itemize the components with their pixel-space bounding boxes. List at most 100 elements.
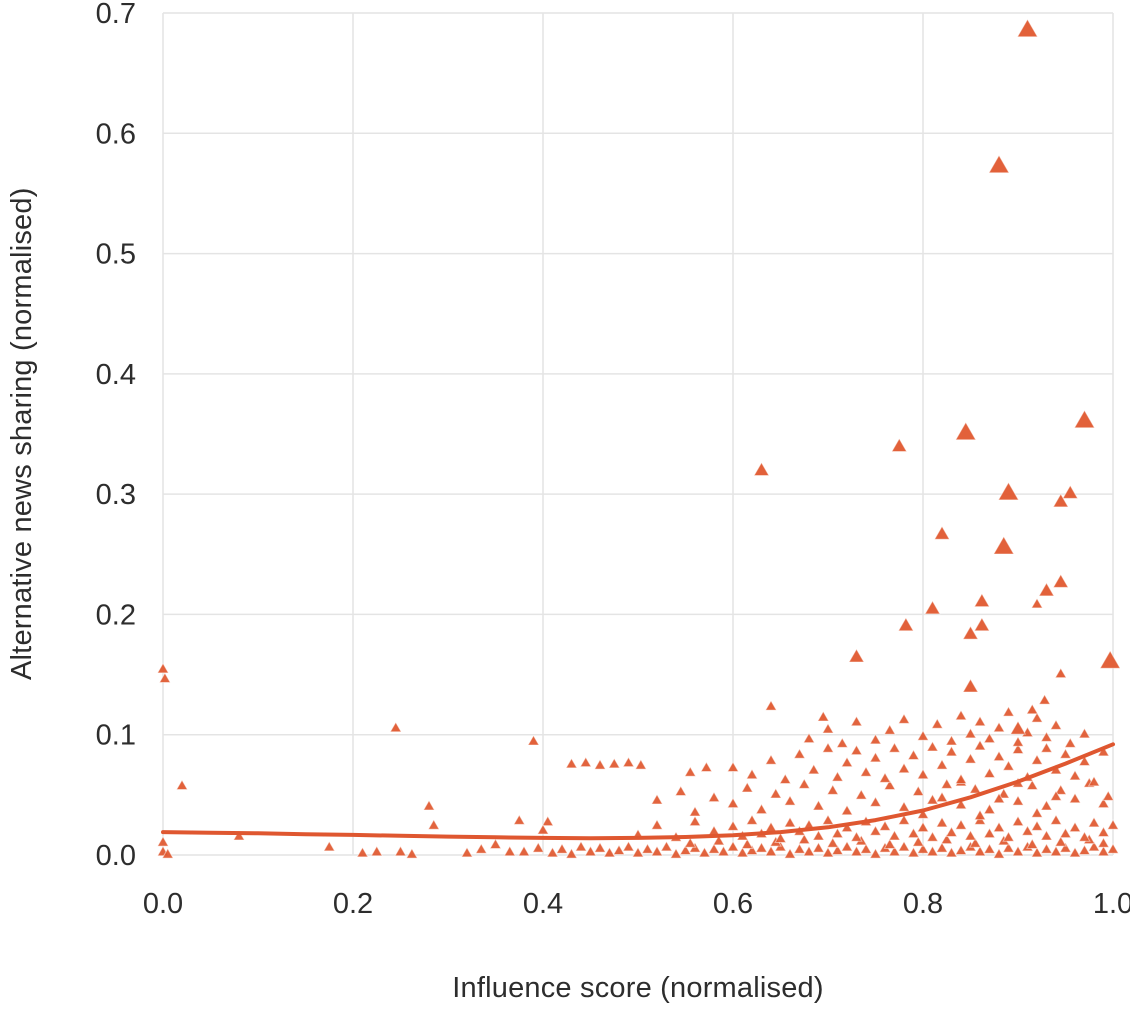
scatter-point — [726, 840, 740, 852]
scatter-point — [1102, 790, 1115, 801]
scatter-point — [546, 846, 559, 858]
scatter-point — [1002, 841, 1015, 853]
scatter-point — [158, 672, 172, 683]
scatter-point — [916, 729, 930, 741]
scatter-point — [869, 796, 882, 807]
scatter-point — [674, 785, 687, 797]
scatter-point — [161, 847, 174, 859]
scatter-point — [931, 717, 944, 729]
scatter-point — [741, 838, 754, 849]
scatter-point-outlier — [962, 678, 979, 693]
scatter-point — [1030, 753, 1044, 765]
scatter-point — [726, 820, 740, 831]
scatter-point — [1026, 779, 1039, 791]
scatter-point — [954, 798, 968, 810]
scatter-point — [793, 842, 806, 854]
scatter-point — [1049, 719, 1063, 730]
scatter-point — [707, 791, 721, 803]
scatter-point — [859, 766, 873, 777]
scatter-point — [798, 833, 811, 845]
scatter-point — [1011, 815, 1025, 827]
scatter-point — [532, 841, 545, 853]
scatter-point — [897, 840, 911, 852]
scatter-point — [992, 847, 1006, 859]
scatter-point — [1068, 846, 1082, 858]
scatter-point — [831, 844, 844, 855]
scatter-point — [422, 799, 436, 811]
scatter-point — [370, 845, 383, 857]
scatter-point — [1040, 731, 1053, 742]
scatter-point — [916, 768, 930, 780]
scatter-point — [769, 787, 782, 799]
scatter-point — [1040, 842, 1053, 854]
scatter-point — [1059, 827, 1072, 839]
scatter-point-outlier — [1099, 650, 1121, 669]
scatter-point — [964, 727, 977, 739]
scatter-point — [821, 846, 835, 858]
scatter-point — [684, 836, 697, 848]
scatter-point — [992, 821, 1006, 833]
scatter-point — [916, 821, 930, 833]
scatter-point — [973, 715, 987, 727]
scatter-point — [793, 747, 806, 759]
scatter-point — [935, 791, 949, 803]
scatter-point — [826, 784, 839, 795]
scatter-point — [684, 766, 697, 777]
scatter-point-outlier — [954, 421, 977, 441]
scatter-point — [954, 709, 968, 721]
scatter-point — [1068, 769, 1082, 781]
scatter-point — [641, 842, 654, 854]
scatter-point — [1106, 842, 1120, 854]
scatter-point — [883, 779, 896, 791]
scatter-point — [1068, 792, 1082, 804]
scatter-point — [1002, 759, 1015, 771]
scatter-point — [1064, 737, 1077, 748]
scatter-point — [1078, 830, 1091, 842]
scatter-point — [812, 799, 825, 811]
scatter-point — [608, 757, 621, 769]
scatter-point — [755, 803, 768, 815]
scatter-point-outlier — [973, 592, 991, 608]
x-tick-label: 0.0 — [143, 888, 183, 920]
scatter-point-outlier — [1052, 573, 1069, 588]
scatter-point — [1011, 845, 1025, 857]
scatter-point — [1054, 835, 1067, 847]
scatter-point — [1097, 836, 1110, 848]
scatter-point-outlier — [1038, 693, 1051, 705]
scatter-point — [745, 814, 759, 825]
scatter-point — [992, 721, 1006, 733]
scatter-point-outlier — [962, 625, 979, 640]
scatter-point — [1049, 790, 1063, 801]
scatter-point — [1021, 824, 1034, 836]
scatter-point — [579, 756, 592, 768]
scatter-point-outlier — [817, 710, 830, 722]
y-axis-title: Alternative news sharing (normalised) — [6, 187, 38, 681]
scatter-point-outlier — [933, 525, 951, 540]
scatter-point — [764, 821, 778, 833]
scatter-point — [897, 814, 911, 825]
scatter-point — [945, 826, 958, 837]
scatter-point-outlier — [988, 154, 1010, 174]
scatter-point — [907, 749, 920, 760]
scatter-point — [869, 847, 882, 859]
scatter-point — [513, 814, 526, 825]
scatter-point — [1049, 845, 1063, 857]
y-tick-label: 0.6 — [96, 118, 136, 150]
scatter-point — [745, 844, 759, 855]
scatter-point — [1097, 826, 1110, 837]
scatter-point-outlier — [1073, 409, 1096, 429]
scatter-point-outlier — [848, 648, 865, 663]
scatter-point — [634, 758, 648, 770]
x-tick-label: 0.8 — [903, 888, 943, 920]
scatter-point — [926, 830, 939, 842]
scatter-point — [878, 820, 892, 831]
scatter-point-outlier — [1038, 582, 1055, 597]
scatter-point — [802, 732, 816, 744]
scatter-point — [1011, 743, 1025, 754]
scatter-point-outlier — [156, 662, 170, 674]
scatter-point — [741, 781, 754, 793]
scatter-point — [812, 829, 825, 841]
scatter-point — [897, 762, 911, 774]
scatter-point — [926, 793, 939, 805]
